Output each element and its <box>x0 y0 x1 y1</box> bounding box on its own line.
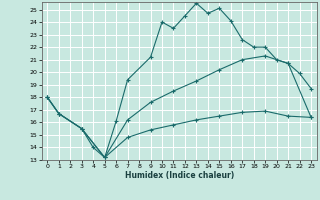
X-axis label: Humidex (Indice chaleur): Humidex (Indice chaleur) <box>124 171 234 180</box>
